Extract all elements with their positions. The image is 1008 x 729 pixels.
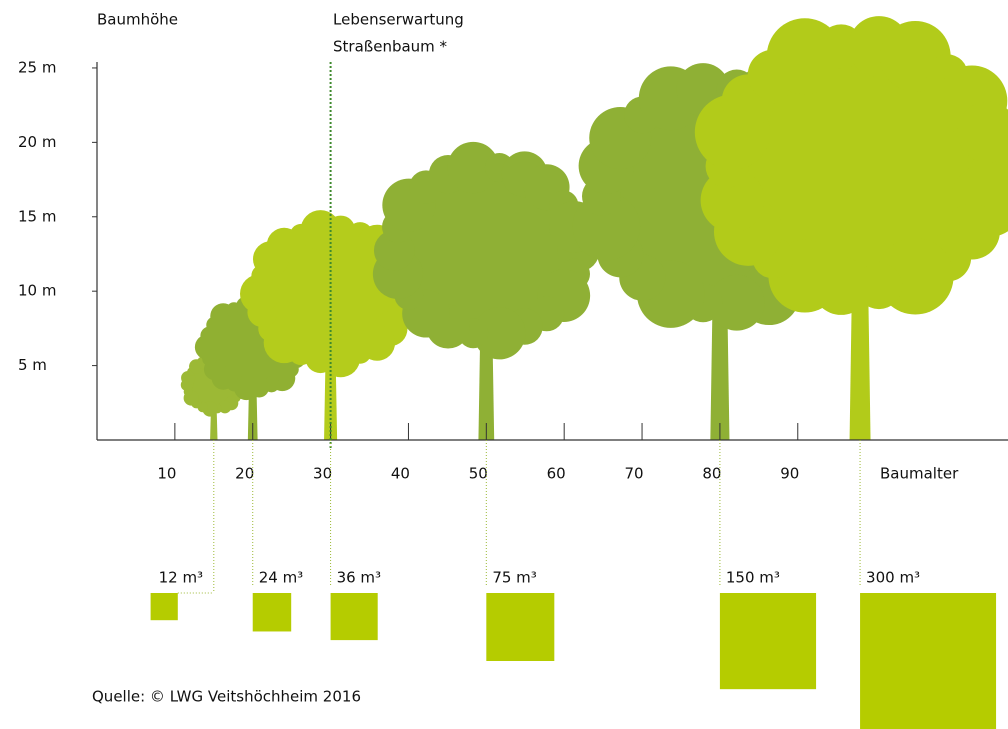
tree [373, 142, 600, 440]
annotation-line1: Lebenserwartung [333, 11, 464, 29]
volume-label: 150 m³ [726, 569, 780, 587]
x-tick-label: 70 [624, 465, 643, 483]
x-tick-label: 10 [157, 465, 176, 483]
x-tick-label: 20 [235, 465, 254, 483]
source: Quelle: © LWG Veitshöchheim 2016 [92, 688, 361, 706]
y-tick-label: 25 m [18, 58, 56, 76]
volume-label: 12 m³ [159, 569, 203, 587]
x-tick-label: 60 [547, 465, 566, 483]
volume-square [486, 593, 554, 661]
volume-square [151, 593, 178, 620]
x-tick-label: 40 [391, 465, 410, 483]
x-tick-label: 90 [780, 465, 799, 483]
y-axis-label: Baumhöhe [97, 11, 178, 29]
x-tick-label: 50 [469, 465, 488, 483]
annotation-line2: Straßenbaum * [333, 38, 448, 56]
x-tick-label: 80 [702, 465, 721, 483]
volume-label: 75 m³ [492, 569, 536, 587]
y-tick-label: 20 m [18, 133, 56, 151]
volume-square [331, 593, 378, 640]
volume-label: 300 m³ [866, 569, 920, 587]
volume-square [860, 593, 996, 729]
trees [181, 16, 1008, 440]
x-tick-label: 30 [313, 465, 332, 483]
y-tick-label: 15 m [18, 207, 56, 225]
volume-label: 36 m³ [337, 569, 381, 587]
volume-label: 24 m³ [259, 569, 303, 587]
chart: Baumalter Quelle: © LWG Veitshöchheim 20… [0, 0, 1008, 729]
volume-square [253, 593, 291, 631]
volume-square [720, 593, 816, 689]
y-tick-label: 5 m [18, 356, 47, 374]
y-tick-label: 10 m [18, 282, 56, 300]
tree [695, 16, 1008, 440]
x-axis-label: Baumalter [880, 465, 959, 483]
